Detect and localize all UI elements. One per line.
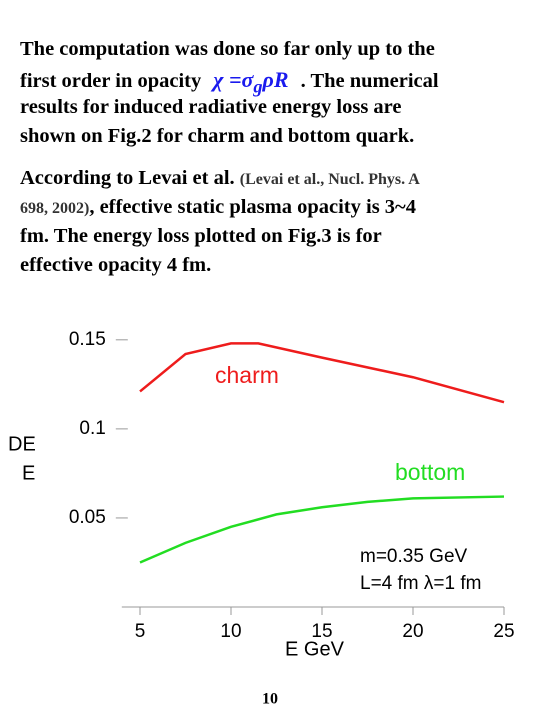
reference: 698, 2002) [20,200,90,217]
x-tick-label: 5 [135,621,146,642]
x-axis-label: E GeV [285,638,345,660]
x-tick-label: 25 [493,621,514,642]
text: , effective static plasma opacity is 3~4 [89,196,416,218]
x-tick-label: 15 [311,621,332,642]
text-line: The computation was done so far only up … [20,38,435,60]
series-line [139,495,505,564]
y-axis-label: E [22,462,35,484]
text-line: According to Levai et al. (Levai et al.,… [20,167,420,190]
y-tick-label: 0.15 [69,329,106,350]
series-label: bottom [395,459,465,485]
text-line: shown on Fig.2 for charm and bottom quar… [20,125,415,147]
formula: χ =σgρR [213,67,289,96]
text-line: results for induced radiative energy los… [20,96,402,118]
series-label: charm [215,362,279,388]
x-tick-label: 10 [220,621,241,642]
formula-part: g [253,76,263,97]
annotation: m=0.35 GeV [360,546,468,567]
formula-part: χ =σ [213,67,254,92]
text: . The numerical [300,70,439,92]
page-number: 10 [262,691,278,708]
reference: (Levai et al., Nucl. Phys. A [239,171,420,188]
y-tick-label: 0.1 [79,418,105,439]
text: According to Levai et al. [20,167,235,189]
text: first order in opacity [20,70,202,92]
text-line: first order in opacity χ =σgρR . The numer… [20,67,439,97]
x-tick-label: 20 [402,621,423,642]
y-axis-label: DE [8,433,36,455]
series-line [139,342,505,404]
y-tick-label: 0.05 [69,507,106,528]
annotation: L=4 fm λ=1 fm [360,573,481,594]
text-line: fm. The energy loss plotted on Fig.3 is … [20,225,382,247]
formula-part: ρR [262,67,289,92]
text-line: 698, 2002), effective static plasma opac… [20,196,416,219]
text-line: effective opacity 4 fm. [20,254,212,276]
